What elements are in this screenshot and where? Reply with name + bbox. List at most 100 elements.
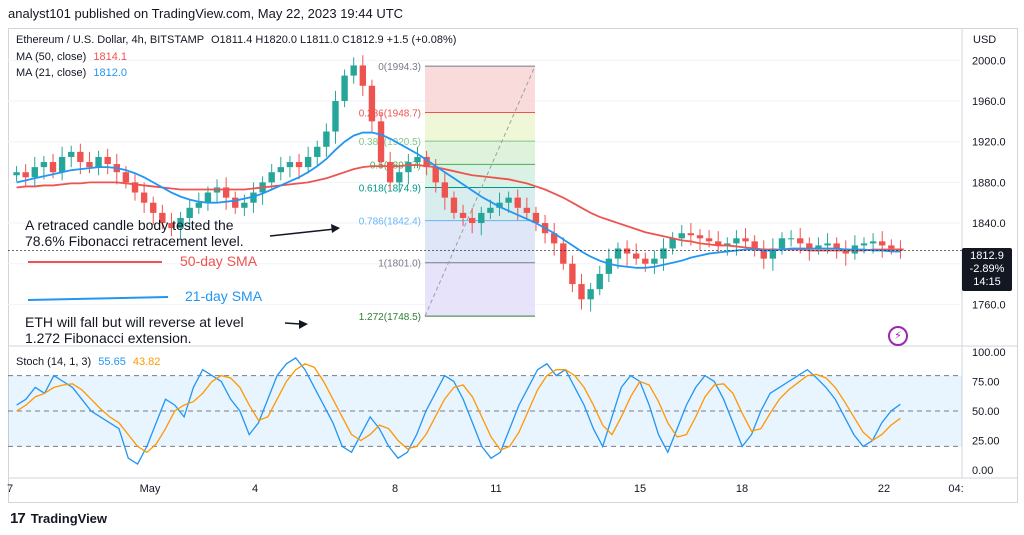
price-tick-label: 1880.0 (972, 177, 1006, 189)
fib-zone (425, 112, 535, 142)
candle-body (587, 289, 594, 300)
candle-body (40, 162, 48, 168)
ma21-value: 1812.0 (93, 67, 128, 79)
candle-body (396, 172, 403, 183)
stoch-tick-label: 50.00 (972, 406, 1000, 418)
annotation-text: 78.6% Fibonacci retracement level. (25, 233, 244, 249)
candle-body (350, 65, 357, 76)
price-badge-time: 14:15 (973, 276, 1001, 288)
candle-body (523, 207, 531, 213)
candle-body (478, 212, 485, 224)
candle-body (150, 202, 157, 213)
candle-body (888, 245, 895, 249)
candle-body (669, 238, 676, 249)
candle-body (678, 233, 685, 239)
annotation-text: ETH will fall but will reverse at level (25, 314, 244, 330)
candle-body (77, 151, 84, 163)
candle-body (295, 162, 303, 168)
candle-body (159, 212, 166, 224)
lightning-icon[interactable]: ⚡ (888, 326, 908, 346)
candle-body (487, 207, 494, 213)
price-badge-price: 1812.9 (970, 250, 1004, 262)
candle-body (58, 156, 66, 173)
time-tick-label: 8 (392, 483, 398, 495)
candle-body (751, 241, 758, 249)
fib-level-label: 1(1801.0) (378, 259, 421, 270)
candle-body (104, 156, 111, 165)
brand-name: TradingView (30, 511, 108, 526)
candle-body (578, 284, 585, 300)
candle-body (806, 243, 813, 249)
candle-body (359, 65, 367, 86)
candle-body (605, 258, 613, 274)
candle-body (140, 192, 148, 203)
fib-zone (425, 66, 535, 113)
candle-body (514, 197, 521, 208)
annotation-arrow (284, 322, 301, 325)
candle-body (386, 162, 394, 183)
stoch-d-value: 43.82 (132, 356, 161, 368)
candle-body (468, 217, 476, 224)
publish-header: analyst101 published on TradingView.com,… (8, 6, 404, 21)
candle-body (341, 75, 348, 102)
candle-body (432, 167, 439, 183)
candle-body (95, 156, 102, 168)
candle-body (860, 243, 868, 246)
candle-body (222, 187, 230, 198)
time-tick-label: 11 (490, 483, 501, 495)
candle-body (177, 217, 184, 229)
candle-body (131, 182, 139, 193)
ma50-label: MA (50, close) (16, 51, 87, 63)
fib-level-label: 0.786(1842.4) (359, 217, 421, 228)
sma21-annotation: 21-day SMA (185, 288, 263, 304)
candle-body (450, 197, 458, 213)
fib-trend-line (424, 65, 536, 317)
candle-body (22, 172, 29, 178)
candle-body (323, 131, 330, 147)
candle-body (596, 273, 603, 290)
candle-body (660, 248, 667, 259)
time-tick-label: 4 (252, 483, 258, 495)
time-tick-label: 04: (948, 483, 963, 495)
candle-body (879, 241, 886, 246)
candle-body (423, 156, 430, 168)
stoch-tick-label: 100.00 (972, 347, 1006, 359)
ma21-line (16, 131, 901, 269)
stoch-k-value: 55.65 (98, 356, 126, 368)
candle-body (769, 248, 777, 259)
sma21-legend-swatch (27, 296, 169, 301)
candle-body (186, 207, 193, 218)
price-badge: 1812.9 -2.89% 14:15 (962, 248, 1012, 291)
candle-body (49, 162, 57, 173)
candle-body (332, 101, 339, 132)
candle-body (733, 238, 740, 244)
currency-label: USD (973, 34, 997, 46)
candle-body (815, 245, 822, 249)
candle-body (250, 192, 257, 203)
candle-body (787, 238, 795, 240)
candle-body (304, 156, 312, 168)
candle-body (195, 202, 202, 208)
candle-body (824, 243, 831, 246)
candle-body (31, 167, 38, 178)
price-tick-label: 1840.0 (972, 218, 1006, 230)
candle-body (204, 192, 212, 203)
fib-zone (425, 220, 535, 263)
legend-ma50: MA (50, close) 1814.1 (16, 51, 127, 63)
candle-body (168, 223, 175, 229)
arrow-head-icon (299, 320, 308, 329)
candle-body (532, 212, 540, 224)
candle-body (833, 243, 840, 249)
ma50-value: 1814.1 (93, 51, 128, 63)
fib-level-label: 0(1994.3) (378, 62, 421, 73)
candle-body (405, 162, 412, 173)
sma50-annotation: 50-day SMA (180, 253, 258, 269)
footer-brand: 17 TradingView (10, 510, 107, 527)
candle-body (68, 151, 75, 157)
candle-body (268, 172, 275, 183)
candle-body (760, 248, 767, 259)
candle-body (797, 238, 804, 244)
candle-body (632, 253, 640, 259)
ohlc-values: O1811.4 H1820.0 L1811.0 C1812.9 +1.5 (+0… (210, 34, 457, 46)
